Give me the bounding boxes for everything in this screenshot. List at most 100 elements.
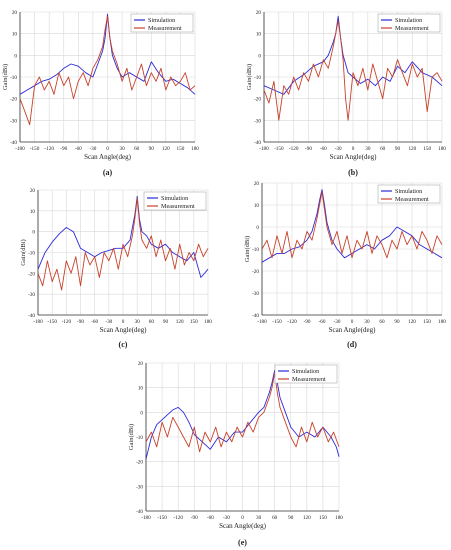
x-tick-label: 60 (380, 146, 386, 152)
x-tick-label: -30 (335, 146, 342, 152)
y-tick-label: 20 (30, 188, 36, 194)
x-tick-label: 30 (135, 319, 141, 325)
legend-box (377, 13, 441, 33)
x-tick-label: 120 (162, 146, 170, 152)
x-tick-label: 30 (365, 146, 371, 152)
x-tick-label: -90 (305, 146, 312, 152)
legend-entry: Simulation (292, 368, 319, 375)
y-tick-label: -10 (28, 251, 35, 257)
panel-label: (a) (103, 168, 113, 177)
y-axis-label: Gain(dBi) (244, 236, 251, 262)
x-tick-label: 90 (163, 319, 169, 325)
x-axis-label: Scan Angle(deg) (329, 326, 377, 334)
x-tick-label: 30 (364, 319, 370, 325)
x-tick-label: -60 (75, 146, 82, 152)
x-tick-label: 120 (408, 146, 416, 152)
chart-panel-d: -180 -150 -120 -90 -60 -30 0 30 60 90 120 150 180 -40… (244, 181, 446, 349)
y-tick-label: -10 (254, 75, 261, 81)
x-tick-label: 120 (303, 515, 311, 521)
y-tick-label: -40 (136, 509, 143, 515)
x-tick-label: 90 (288, 515, 294, 521)
y-tick-label: -20 (252, 269, 259, 275)
legend-entry: Measurement (148, 25, 182, 32)
series-line-simulation (19, 13, 196, 95)
legend-entry: Measurement (395, 196, 429, 203)
x-axis-label: Scan Angle(deg) (100, 326, 148, 334)
x-tick-label: 30 (119, 146, 125, 152)
legend-entry: Measurement (161, 203, 195, 210)
x-tick-label: 60 (149, 319, 155, 325)
y-tick-label: 10 (256, 32, 262, 38)
x-tick-label: -180 (141, 515, 151, 521)
x-tick-label: 180 (191, 146, 199, 152)
x-tick-label: -60 (207, 515, 214, 521)
x-tick-label: -150 (157, 515, 167, 521)
series-line-measurement (19, 15, 196, 126)
panel-label: (e) (238, 538, 247, 547)
series-line-simulation (263, 15, 443, 95)
x-tick-label: -60 (319, 319, 326, 325)
y-tick-label: 10 (138, 386, 144, 392)
y-tick-label: -30 (136, 484, 143, 490)
x-tick-label: -30 (89, 146, 96, 152)
chart-panel-c: -180 -150 -120 -90 -60 -30 0 30 60 90 120 150 180 -40… (20, 188, 212, 349)
legend-entry: Simulation (395, 188, 422, 195)
x-tick-label: 150 (423, 319, 431, 325)
x-tick-label: 0 (241, 515, 244, 521)
x-axis-label: Scan Angle(deg) (219, 522, 267, 530)
x-tick-label: -180 (33, 319, 43, 325)
x-tick-label: -180 (15, 146, 25, 152)
chart-panel-a: -180 -150 -120 -90 -60 -30 0 30 60 90 120 150 180 -40… (2, 10, 199, 177)
y-tick-label: 10 (30, 209, 36, 215)
y-tick-label: 0 (140, 410, 143, 416)
x-tick-label: 0 (122, 319, 125, 325)
legend-entry: Simulation (148, 17, 175, 24)
y-tick-label: -20 (28, 271, 35, 277)
x-tick-label: 60 (134, 146, 140, 152)
y-tick-label: -20 (254, 97, 261, 103)
x-tick-label: -180 (257, 319, 267, 325)
x-tick-label: -150 (274, 146, 284, 152)
x-tick-label: 120 (176, 319, 184, 325)
y-tick-label: -10 (252, 247, 259, 253)
legend-box (130, 13, 194, 33)
x-tick-label: 180 (204, 319, 212, 325)
y-axis-label: Gain(dBi) (246, 64, 253, 90)
x-tick-label: 0 (351, 319, 354, 325)
chart-panel-e: -180 -150 -120 -90 -60 -30 0 30 60 90 120 150 180 -40… (128, 361, 343, 547)
x-tick-label: 60 (379, 319, 385, 325)
y-tick-label: 20 (254, 181, 260, 187)
x-tick-label: -90 (191, 515, 198, 521)
x-tick-label: 150 (423, 146, 431, 152)
legend-entry: Measurement (395, 25, 429, 32)
x-tick-label: 150 (190, 319, 198, 325)
panel-label: (c) (119, 340, 128, 349)
y-tick-label: -20 (10, 97, 17, 103)
legend-entry: Simulation (161, 195, 188, 202)
series-line-measurement (261, 191, 443, 259)
x-tick-label: 90 (149, 146, 155, 152)
x-axis-label: Scan Angle(deg) (84, 153, 132, 161)
x-tick-label: -90 (77, 319, 84, 325)
x-tick-label: 150 (319, 515, 327, 521)
legend-box (143, 191, 207, 211)
legend-box (377, 184, 441, 204)
y-tick-label: -40 (10, 140, 17, 146)
series-line-simulation (37, 195, 209, 278)
x-tick-label: -30 (105, 319, 112, 325)
x-tick-label: 120 (408, 319, 416, 325)
y-tick-label: -30 (254, 118, 261, 124)
x-tick-label: 180 (438, 319, 446, 325)
x-tick-label: -30 (334, 319, 341, 325)
y-tick-label: -40 (252, 313, 259, 319)
y-tick-label: -40 (28, 313, 35, 319)
x-tick-label: -60 (320, 146, 327, 152)
y-tick-label: -10 (136, 435, 143, 441)
x-tick-label: -120 (62, 319, 72, 325)
x-tick-label: 0 (106, 146, 109, 152)
x-axis-label: Scan Angle(deg) (330, 153, 378, 161)
y-tick-label: 0 (32, 230, 35, 236)
x-tick-label: -60 (91, 319, 98, 325)
y-axis-label: Gain(dBi) (20, 239, 27, 265)
